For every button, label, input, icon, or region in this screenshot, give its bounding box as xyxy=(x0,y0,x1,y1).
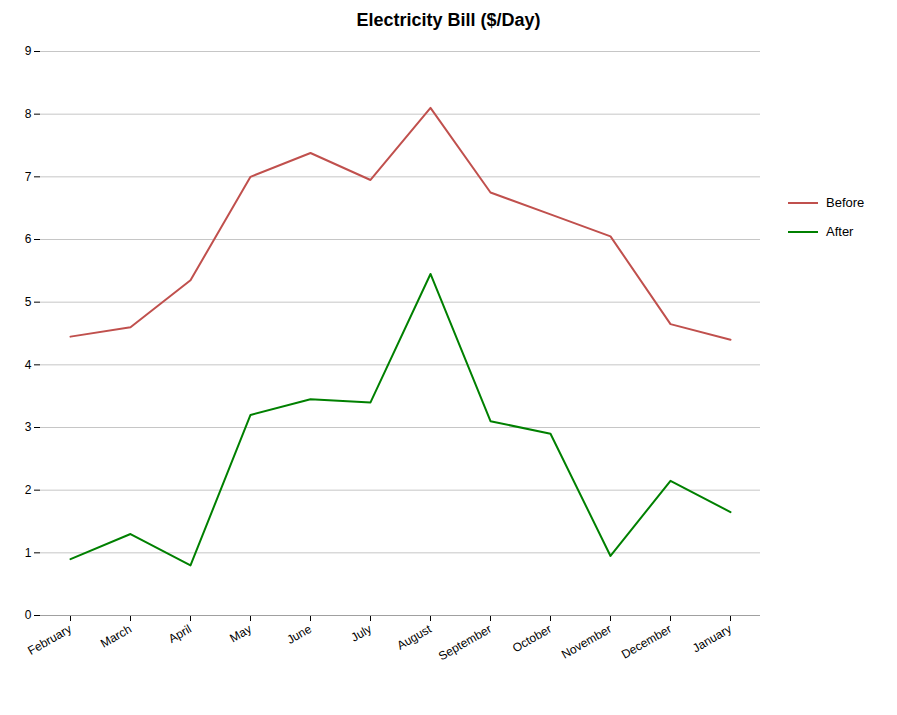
svg-text:1: 1 xyxy=(25,546,32,560)
svg-text:September: September xyxy=(436,622,494,663)
svg-text:9: 9 xyxy=(25,44,32,58)
svg-text:December: December xyxy=(619,622,674,662)
svg-text:7: 7 xyxy=(25,170,32,184)
html-text:After: After xyxy=(826,224,854,239)
svg-text:August: August xyxy=(395,621,435,652)
svg-text:October: October xyxy=(510,622,554,655)
svg-text:March: March xyxy=(98,622,134,651)
svg-text:November: November xyxy=(559,622,614,662)
html-text:Before: Before xyxy=(826,195,865,210)
svg-text:July: July xyxy=(348,622,373,645)
svg-text:3: 3 xyxy=(25,420,32,434)
html-text:Electricity Bill ($/Day): Electricity Bill ($/Day) xyxy=(356,10,541,30)
svg-text:February: February xyxy=(25,622,74,658)
svg-text:0: 0 xyxy=(25,608,32,622)
svg-text:8: 8 xyxy=(25,107,32,121)
svg-text:April: April xyxy=(166,622,194,646)
svg-text:June: June xyxy=(284,622,314,647)
svg-text:2: 2 xyxy=(25,483,32,497)
svg-text:6: 6 xyxy=(25,232,32,246)
svg-text:5: 5 xyxy=(25,295,32,309)
svg-text:4: 4 xyxy=(25,358,32,372)
svg-text:May: May xyxy=(227,622,254,645)
svg-text:January: January xyxy=(690,622,734,655)
